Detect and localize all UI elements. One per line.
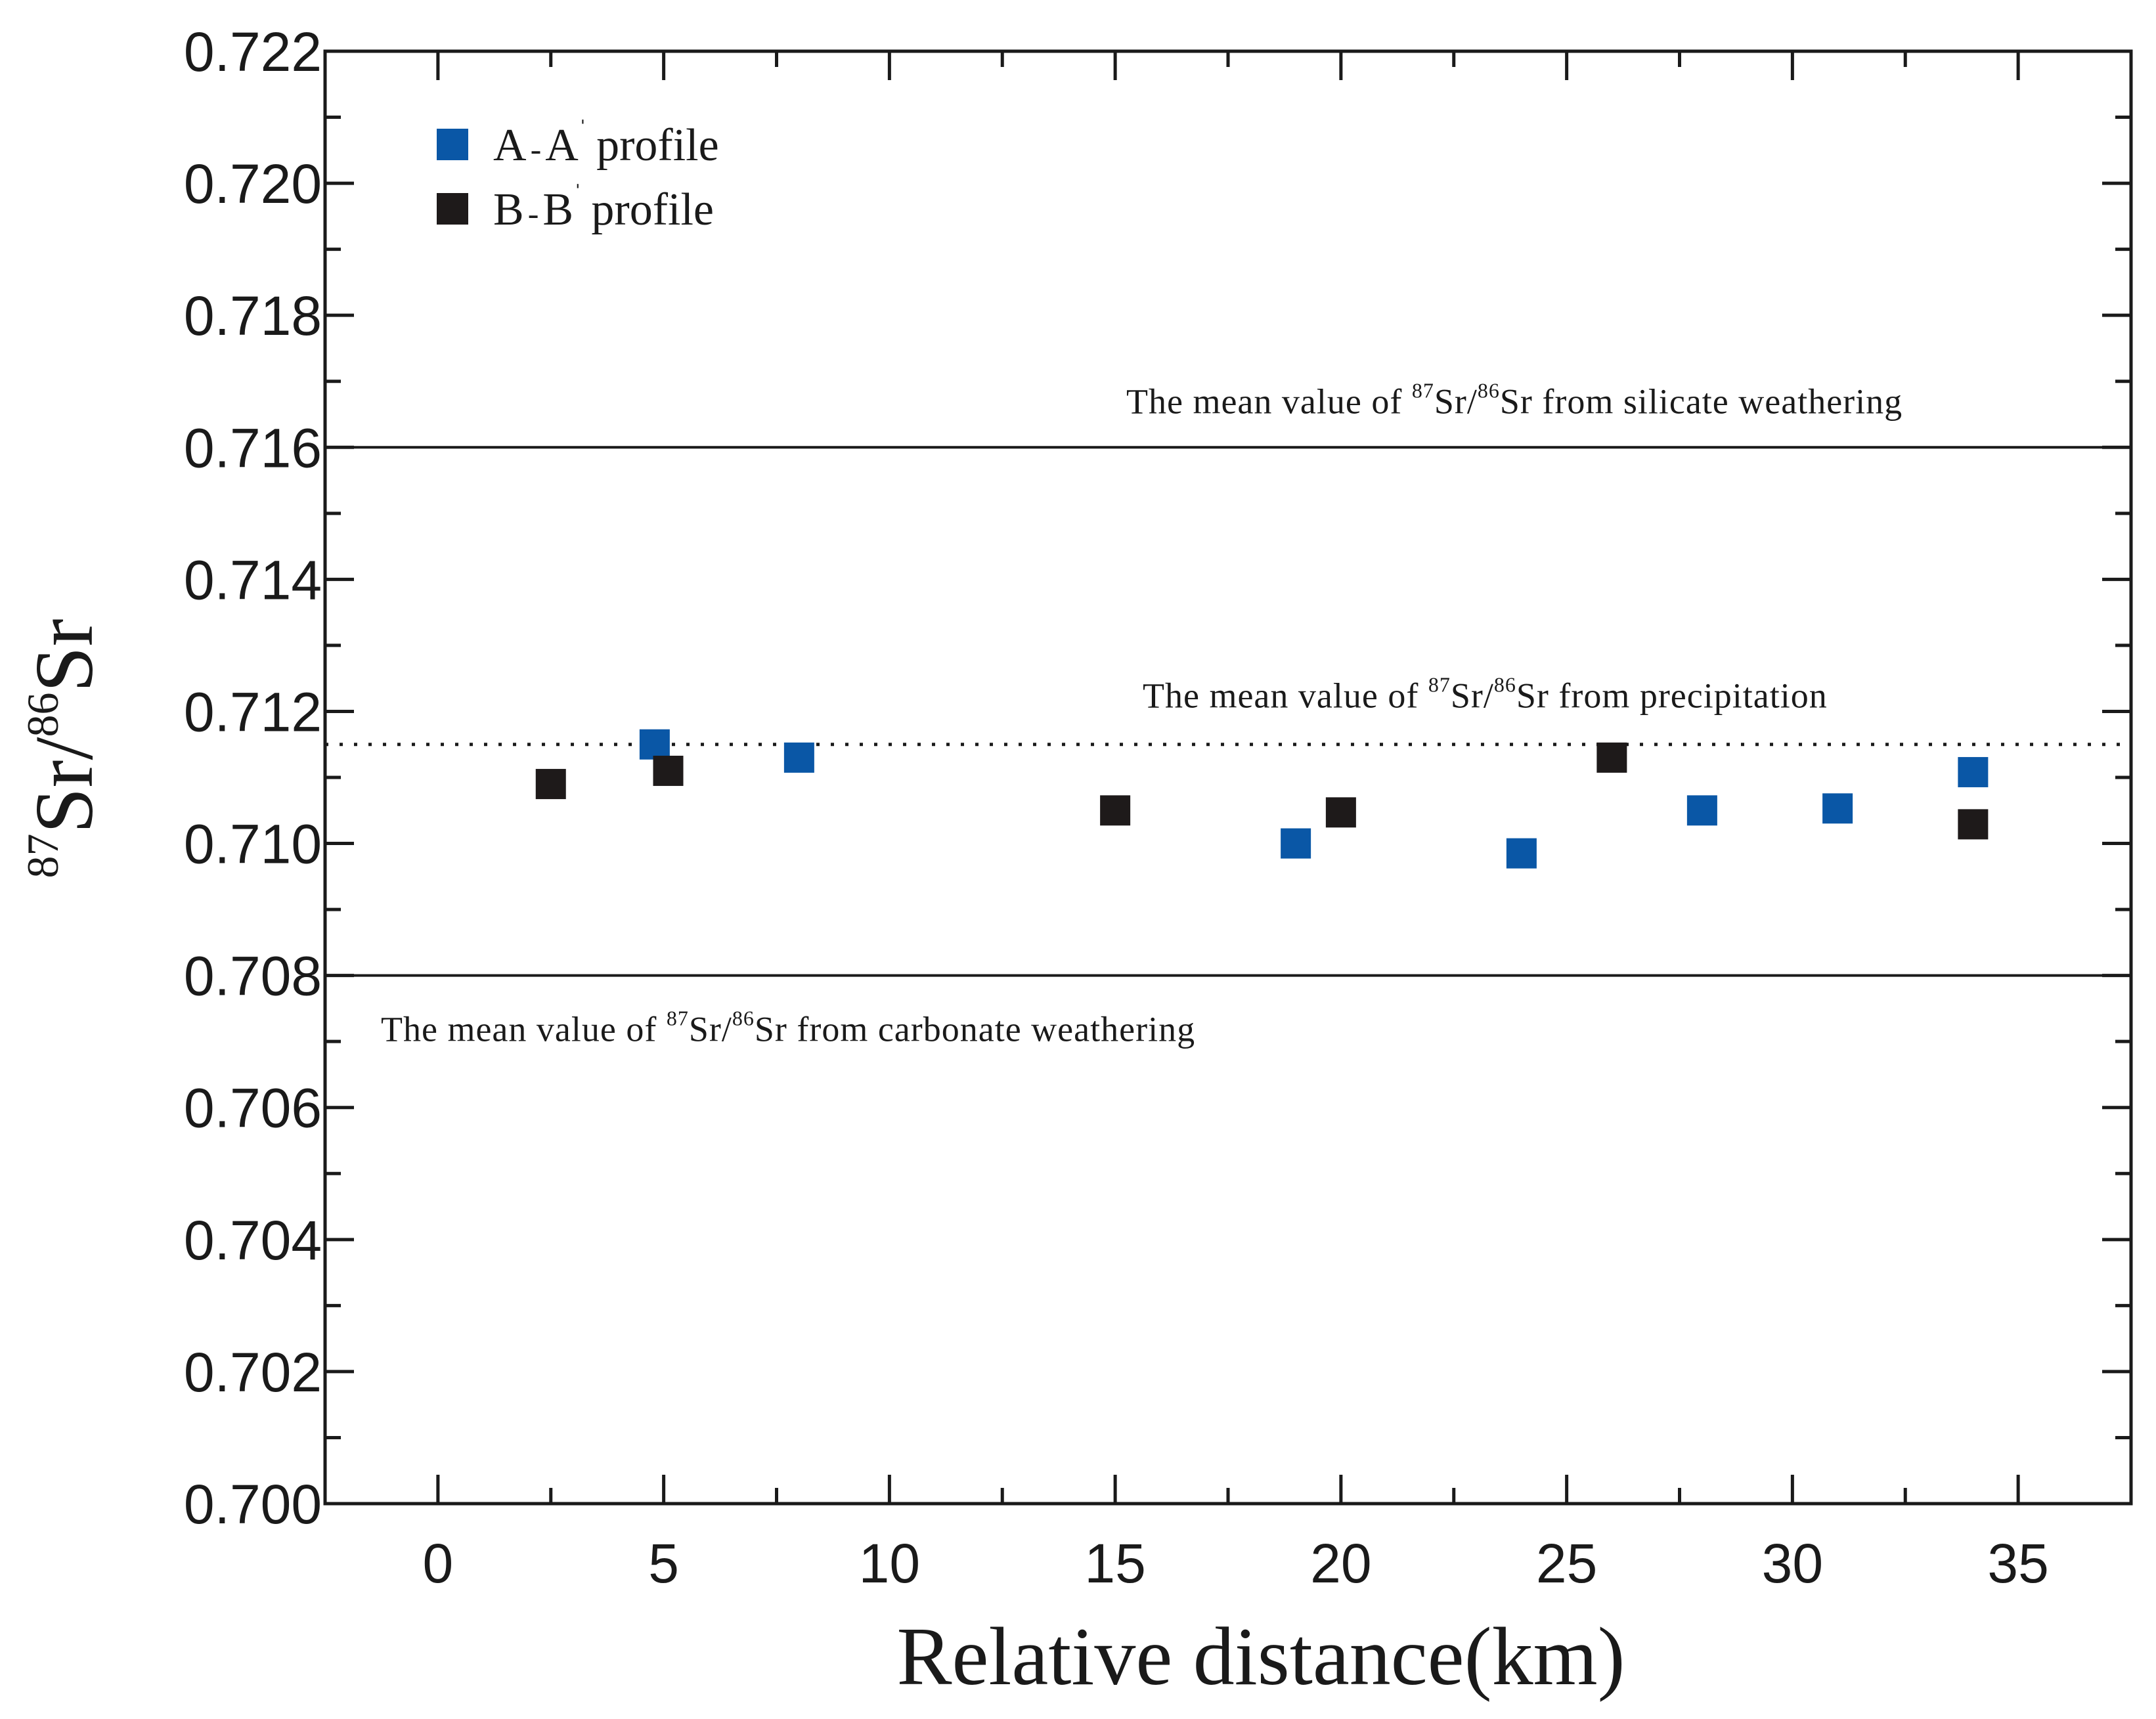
data-point-series-2	[1325, 797, 1356, 828]
reference-line-label-2: The mean value of 87Sr/86Sr from precipi…	[1143, 673, 1828, 716]
y-tick-label: 0.712	[184, 681, 322, 743]
y-tick-label: 0.708	[184, 946, 322, 1007]
x-tick-label: 15	[1084, 1533, 1145, 1594]
y-tick-label: 0.714	[184, 549, 322, 611]
y-tick-label: 0.720	[184, 153, 322, 215]
reference-lines-group: The mean value of 87Sr/86Sr from silicat…	[325, 378, 2131, 1049]
data-points-group	[535, 729, 1989, 869]
y-axis-title-iso2: 86	[18, 692, 68, 737]
y-axis-title: 87Sr/86Sr	[18, 619, 110, 878]
x-tick-label: 30	[1762, 1533, 1823, 1594]
data-point-series-2	[1958, 809, 1989, 840]
legend-label-2: B -Bˈ profile	[493, 179, 714, 235]
data-point-series-1	[783, 742, 814, 773]
data-point-series-1	[1958, 756, 1989, 787]
plot-frame	[323, 49, 2133, 1506]
data-point-series-1	[1822, 793, 1853, 824]
data-point-series-2	[653, 755, 684, 786]
legend-label-1: A -Aˈ profile	[493, 114, 719, 171]
y-tick-label: 0.700	[184, 1473, 322, 1535]
y-axis-title-sym1: Sr	[19, 760, 110, 834]
y-axis-title-sep: /	[19, 737, 110, 760]
y-axis-title-sym2: Sr	[19, 619, 110, 692]
data-point-series-1	[639, 729, 670, 760]
data-point-series-1	[1686, 795, 1717, 826]
y-tick-label: 0.718	[184, 285, 322, 347]
x-tick-label: 25	[1536, 1533, 1597, 1594]
axes-group: 0 5 10 15 20 25 30 35 0.700 0.702 0.704 0.706 0.708 0…	[184, 21, 2133, 1594]
y-tick-label: 0.710	[184, 814, 322, 875]
x-tick-label: 35	[1987, 1533, 2048, 1594]
y-tick-label: 0.722	[184, 21, 322, 83]
x-tick-label: 20	[1310, 1533, 1371, 1594]
reference-line-label-3: The mean value of 87Sr/86Sr from carbona…	[381, 1007, 1195, 1049]
x-tick-label: 0	[423, 1533, 454, 1594]
data-point-series-1	[1506, 838, 1537, 869]
data-point-series-2	[1596, 742, 1627, 773]
y-axis-title-iso1: 87	[18, 834, 68, 879]
y-tick-label: 0.704	[184, 1209, 322, 1271]
y-tick-label: 0.716	[184, 417, 322, 479]
legend-marker-2	[437, 193, 468, 225]
x-axis-title: Relative distance(km)	[896, 1611, 1625, 1703]
data-point-series-1	[1281, 828, 1311, 859]
data-point-series-2	[1100, 795, 1131, 826]
y-tick-label: 0.702	[184, 1341, 322, 1403]
x-tick-label: 10	[859, 1533, 920, 1594]
legend-marker-1	[437, 129, 468, 160]
data-point-series-2	[535, 769, 566, 800]
x-tick-label: 5	[648, 1533, 679, 1594]
legend: A -Aˈ profile B -Bˈ profile	[437, 114, 719, 235]
y-tick-label: 0.706	[184, 1077, 322, 1139]
reference-line-label-1: The mean value of 87Sr/86Sr from silicat…	[1126, 378, 1903, 421]
